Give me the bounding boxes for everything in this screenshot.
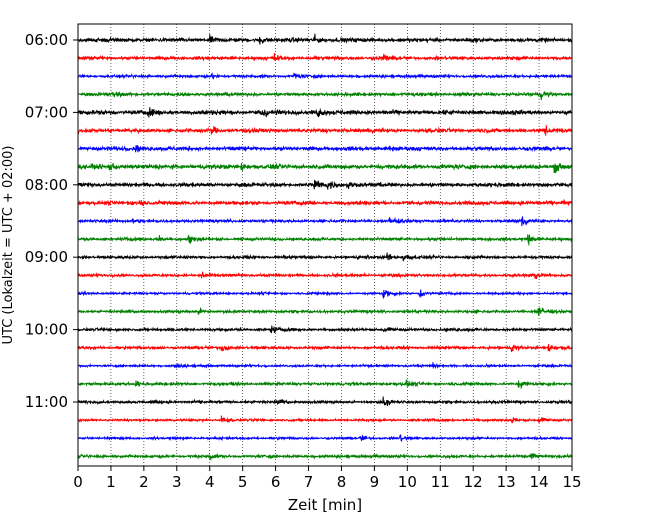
trace-07:15 (77, 125, 573, 136)
trace-06:30 (77, 71, 573, 80)
plot-frame (77, 23, 573, 467)
trace-06:45 (77, 90, 573, 100)
trace-10:15 (77, 343, 573, 353)
x-tick-label-3: 3 (172, 473, 182, 491)
y-tick-label-0: 06:00 (25, 31, 68, 49)
trace-10:30 (77, 362, 573, 370)
x-tick-label-7: 7 (304, 473, 314, 491)
trace-07:30 (77, 144, 573, 153)
trace-06:15 (77, 53, 573, 62)
y-tick-label-3: 09:00 (25, 248, 68, 266)
plot-background (78, 24, 572, 466)
trace-08:30 (77, 215, 573, 227)
y-tick-label-2: 08:00 (25, 176, 68, 194)
x-tick-label-2: 2 (139, 473, 149, 491)
trace-10:00 (77, 325, 573, 334)
x-tick-label-6: 6 (271, 473, 281, 491)
x-axis-ticks: 0 1 2 3 4 5 6 7 8 9 10 11 12 13 14 15 (73, 466, 582, 491)
trace-06:00 (77, 33, 573, 45)
trace-09:45 (77, 307, 573, 316)
y-tick-label-5: 11:00 (25, 393, 68, 411)
trace-10:45 (77, 379, 573, 389)
x-tick-label-15: 15 (562, 473, 581, 491)
x-tick-label-13: 13 (497, 473, 516, 491)
x-tick-label-4: 4 (205, 473, 215, 491)
trace-11:15 (77, 415, 573, 424)
y-tick-label-1: 07:00 (25, 103, 68, 121)
trace-09:00 (77, 252, 573, 262)
x-tick-label-14: 14 (530, 473, 549, 491)
trace-11:30 (77, 434, 573, 442)
x-tick-label-0: 0 (73, 473, 83, 491)
y-axis-ticks: 06:00 07:00 08:00 09:00 10:00 11:00 (25, 31, 78, 411)
x-axis-label: Zeit [min] (288, 496, 362, 514)
x-tick-label-10: 10 (398, 473, 417, 491)
trace-08:45 (77, 234, 573, 246)
x-tick-label-11: 11 (431, 473, 450, 491)
y-axis-label: UTC (Lokalzeit = UTC + 02:00) (1, 146, 16, 345)
trace-07:00 (77, 107, 573, 118)
x-tick-label-12: 12 (464, 473, 483, 491)
seismic-traces (77, 33, 573, 462)
trace-11:45 (77, 453, 573, 462)
x-tick-label-9: 9 (370, 473, 380, 491)
x-tick-label-8: 8 (337, 473, 347, 491)
trace-09:30 (77, 289, 573, 299)
trace-11:00 (77, 396, 573, 406)
trace-07:45 (77, 162, 573, 174)
trace-09:15 (77, 271, 573, 280)
x-tick-label-1: 1 (106, 473, 116, 491)
y-tick-label-4: 10:00 (25, 321, 68, 339)
trace-08:00 (77, 179, 573, 190)
x-tick-label-5: 5 (238, 473, 248, 491)
trace-08:15 (77, 198, 573, 208)
